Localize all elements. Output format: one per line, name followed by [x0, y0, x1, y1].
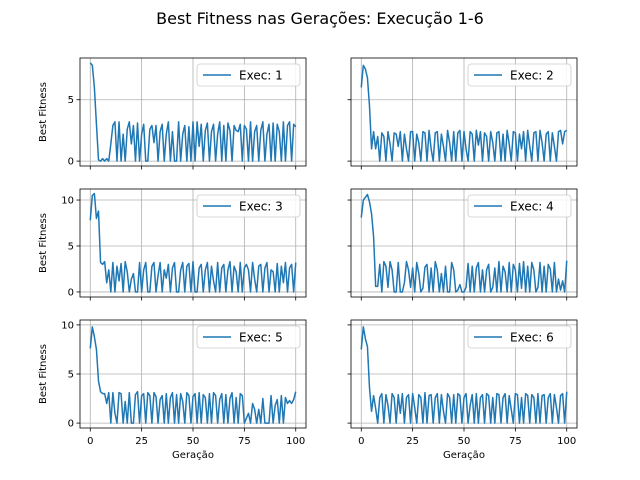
chart-5-x-tick-label: 100: [286, 436, 305, 447]
chart-3-y-tick-label: 5: [68, 241, 74, 252]
chart-4-legend-box: [467, 194, 572, 218]
chart-4-panel: Exec: 4: [347, 188, 578, 301]
chart-5-x-tick-label: 50: [187, 436, 200, 447]
chart-3-legend-label: Exec: 3: [239, 200, 283, 214]
chart-3-y-tick-label: 10: [61, 196, 74, 207]
chart-1-legend: Exec: 1: [196, 63, 301, 87]
chart-6-legend-box: [467, 325, 572, 349]
chart-5-panel: 0 25 50 75 100 0 5 10 Best Fitness Geração Exec: 5: [38, 319, 307, 461]
chart-3-y-tick-label: 0: [68, 287, 74, 298]
chart-5-x-tick-label: 0: [87, 436, 93, 447]
chart-2-legend-box: [467, 63, 572, 87]
chart-5-x-axis-label: Geração: [172, 450, 214, 461]
chart-4-legend-label: Exec: 4: [510, 200, 554, 214]
chart-6-x-tick-label: 50: [458, 436, 471, 447]
chart-5-legend-label: Exec: 5: [239, 331, 283, 345]
chart-6-x-axis-label: Geração: [443, 450, 485, 461]
chart-1-panel: 0 5 Best Fitness Exec: 1: [38, 57, 307, 170]
chart-6-legend-label: Exec: 6: [510, 331, 554, 345]
chart-1-y-tick-label: 5: [68, 95, 74, 106]
chart-1-y-tick-label: 0: [68, 157, 74, 168]
chart-2-panel: Exec: 2: [347, 57, 578, 170]
chart-3-legend: Exec: 3: [196, 194, 301, 218]
chart-3-legend-box: [196, 194, 301, 218]
chart-5-y-tick-label: 0: [68, 419, 74, 430]
chart-5-x-tick-label: 25: [135, 436, 148, 447]
chart-6-x-tick-label: 75: [509, 436, 522, 447]
figure-title: Best Fitness nas Gerações: Execução 1-6: [156, 9, 484, 28]
chart-2-legend-label: Exec: 2: [510, 69, 554, 83]
chart-6-x-tick-label: 100: [557, 436, 576, 447]
chart-1-series-line: [89, 62, 297, 162]
chart-1-legend-box: [196, 63, 301, 87]
chart-6-panel: 0 25 50 75 100 Geração Exec: 6: [347, 319, 578, 461]
chart-5-legend: Exec: 5: [196, 325, 301, 349]
chart-4-legend: Exec: 4: [467, 194, 572, 218]
chart-5-y-axis-label: Best Fitness: [38, 344, 49, 404]
chart-5-x-tick-label: 75: [238, 436, 251, 447]
chart-5-series-line: [89, 326, 297, 424]
chart-5-y-tick-label: 10: [61, 320, 74, 331]
chart-3-series-line: [89, 192, 297, 293]
chart-5-y-tick-label: 5: [68, 370, 74, 381]
chart-6-x-tick-label: 25: [406, 436, 419, 447]
chart-2-legend: Exec: 2: [467, 63, 572, 87]
subplot-grid: 0 5 Best Fitness Exec: 1 Exec: 2 0 5 10 Best Fit…: [38, 57, 578, 461]
chart-6-x-tick-label: 0: [358, 436, 364, 447]
chart-6-legend: Exec: 6: [467, 325, 572, 349]
chart-4-series-line: [360, 193, 568, 293]
chart-1-y-axis-label: Best Fitness: [38, 82, 49, 142]
chart-5-legend-box: [196, 325, 301, 349]
chart-1-legend-label: Exec: 1: [239, 69, 283, 83]
chart-3-y-axis-label: Best Fitness: [38, 213, 49, 273]
chart-3-panel: 0 5 10 Best Fitness Exec: 3: [38, 188, 307, 301]
chart-6-series-line: [360, 326, 568, 424]
chart-2-series-line: [360, 64, 568, 162]
